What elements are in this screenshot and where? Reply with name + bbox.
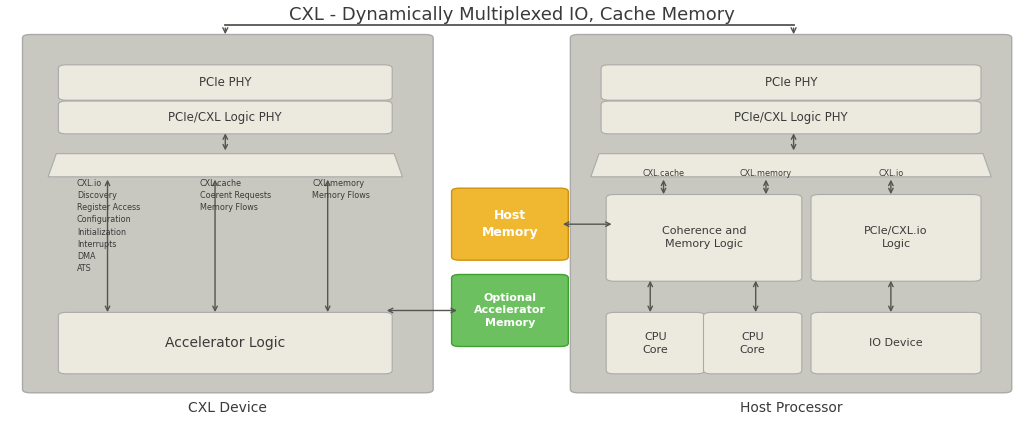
Polygon shape: [591, 154, 991, 177]
Text: CXL.memory: CXL.memory: [740, 169, 792, 178]
FancyBboxPatch shape: [452, 274, 568, 346]
Polygon shape: [48, 154, 402, 177]
FancyBboxPatch shape: [58, 65, 392, 100]
Text: CXL - Dynamically Multiplexed IO, Cache Memory: CXL - Dynamically Multiplexed IO, Cache …: [289, 6, 735, 24]
FancyBboxPatch shape: [703, 312, 802, 374]
Text: PCIe/CXL Logic PHY: PCIe/CXL Logic PHY: [169, 111, 282, 124]
FancyBboxPatch shape: [570, 35, 1012, 393]
FancyBboxPatch shape: [58, 312, 392, 374]
Text: CPU
Core: CPU Core: [642, 332, 669, 354]
FancyBboxPatch shape: [23, 35, 433, 393]
Text: IO Device: IO Device: [869, 338, 923, 348]
FancyBboxPatch shape: [601, 65, 981, 100]
Text: Host Processor: Host Processor: [739, 401, 843, 415]
FancyBboxPatch shape: [811, 195, 981, 281]
Text: PCIe PHY: PCIe PHY: [765, 76, 817, 89]
Text: PCIe/CXL.io
Logic: PCIe/CXL.io Logic: [864, 226, 928, 249]
Text: CXL.io: CXL.io: [879, 169, 903, 178]
Text: PCIe/CXL Logic PHY: PCIe/CXL Logic PHY: [734, 111, 848, 124]
Text: CXL.io
Discovery
Register Access
Configuration
Initialization
Interrupts
DMA
ATS: CXL.io Discovery Register Access Configu…: [77, 179, 140, 273]
Text: Coherence and
Memory Logic: Coherence and Memory Logic: [662, 226, 746, 249]
FancyBboxPatch shape: [606, 195, 802, 281]
FancyBboxPatch shape: [606, 312, 705, 374]
Text: CPU
Core: CPU Core: [739, 332, 766, 354]
Text: CXL Device: CXL Device: [188, 401, 267, 415]
FancyBboxPatch shape: [58, 101, 392, 134]
FancyBboxPatch shape: [811, 312, 981, 374]
Text: Optional
Accelerator
Memory: Optional Accelerator Memory: [474, 293, 546, 328]
Text: CXL.cache
Coerent Requests
Memory Flows: CXL.cache Coerent Requests Memory Flows: [200, 179, 270, 212]
Text: PCIe PHY: PCIe PHY: [199, 76, 252, 89]
Text: Accelerator Logic: Accelerator Logic: [165, 336, 286, 350]
FancyBboxPatch shape: [601, 101, 981, 134]
Text: Host
Memory: Host Memory: [481, 209, 539, 239]
Text: CXL.memory
Memory Flows: CXL.memory Memory Flows: [312, 179, 371, 200]
FancyBboxPatch shape: [452, 188, 568, 260]
Text: CXL.cache: CXL.cache: [642, 169, 685, 178]
